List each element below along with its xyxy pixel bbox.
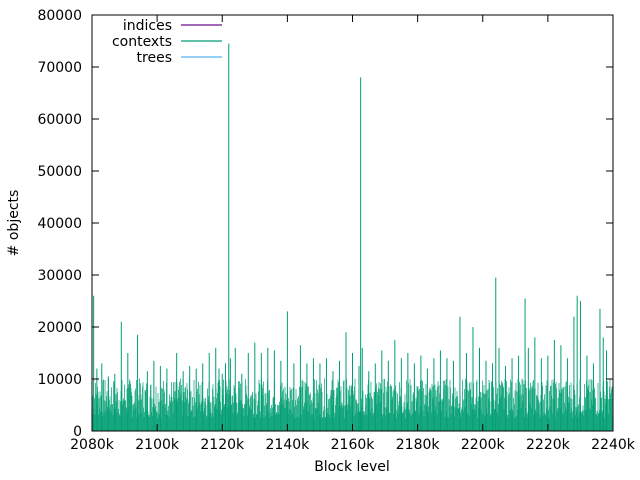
y-tick-label: 10000 (37, 372, 82, 388)
y-tick-label: 70000 (37, 60, 82, 76)
x-axis-title: Block level (314, 459, 390, 475)
x-tick-label: 2180k (396, 437, 441, 453)
y-tick-label: 50000 (37, 164, 82, 180)
x-tick-label: 2140k (266, 437, 311, 453)
y-axis-title: # objects (6, 190, 22, 257)
x-axis: 2080k 2100k 2120k 2140k 2160k 2180k 2200k 2220k… (70, 15, 636, 453)
y-tick-label: 30000 (37, 268, 82, 284)
x-tick-label: 2160k (331, 437, 376, 453)
x-tick-label: 2080k (70, 437, 115, 453)
x-tick-label: 2220k (526, 437, 571, 453)
x-tick-label: 2200k (461, 437, 506, 453)
plot-data-layer (91, 43, 614, 431)
y-axis: 0 10000 20000 30000 40000 50000 60000 70000 8000… (37, 8, 613, 440)
y-tick-label: 40000 (37, 216, 82, 232)
series-contexts (91, 43, 614, 431)
y-tick-label: 20000 (37, 320, 82, 336)
y-tick-label: 0 (73, 424, 82, 440)
y-tick-label: 60000 (37, 112, 82, 128)
legend-label: contexts (112, 34, 172, 50)
legend-label: indices (123, 18, 172, 34)
x-tick-label: 2100k (135, 437, 180, 453)
x-tick-label: 2120k (200, 437, 245, 453)
x-tick-label: 2240k (591, 437, 636, 453)
y-tick-label: 80000 (37, 8, 82, 24)
legend-label: trees (137, 50, 172, 66)
